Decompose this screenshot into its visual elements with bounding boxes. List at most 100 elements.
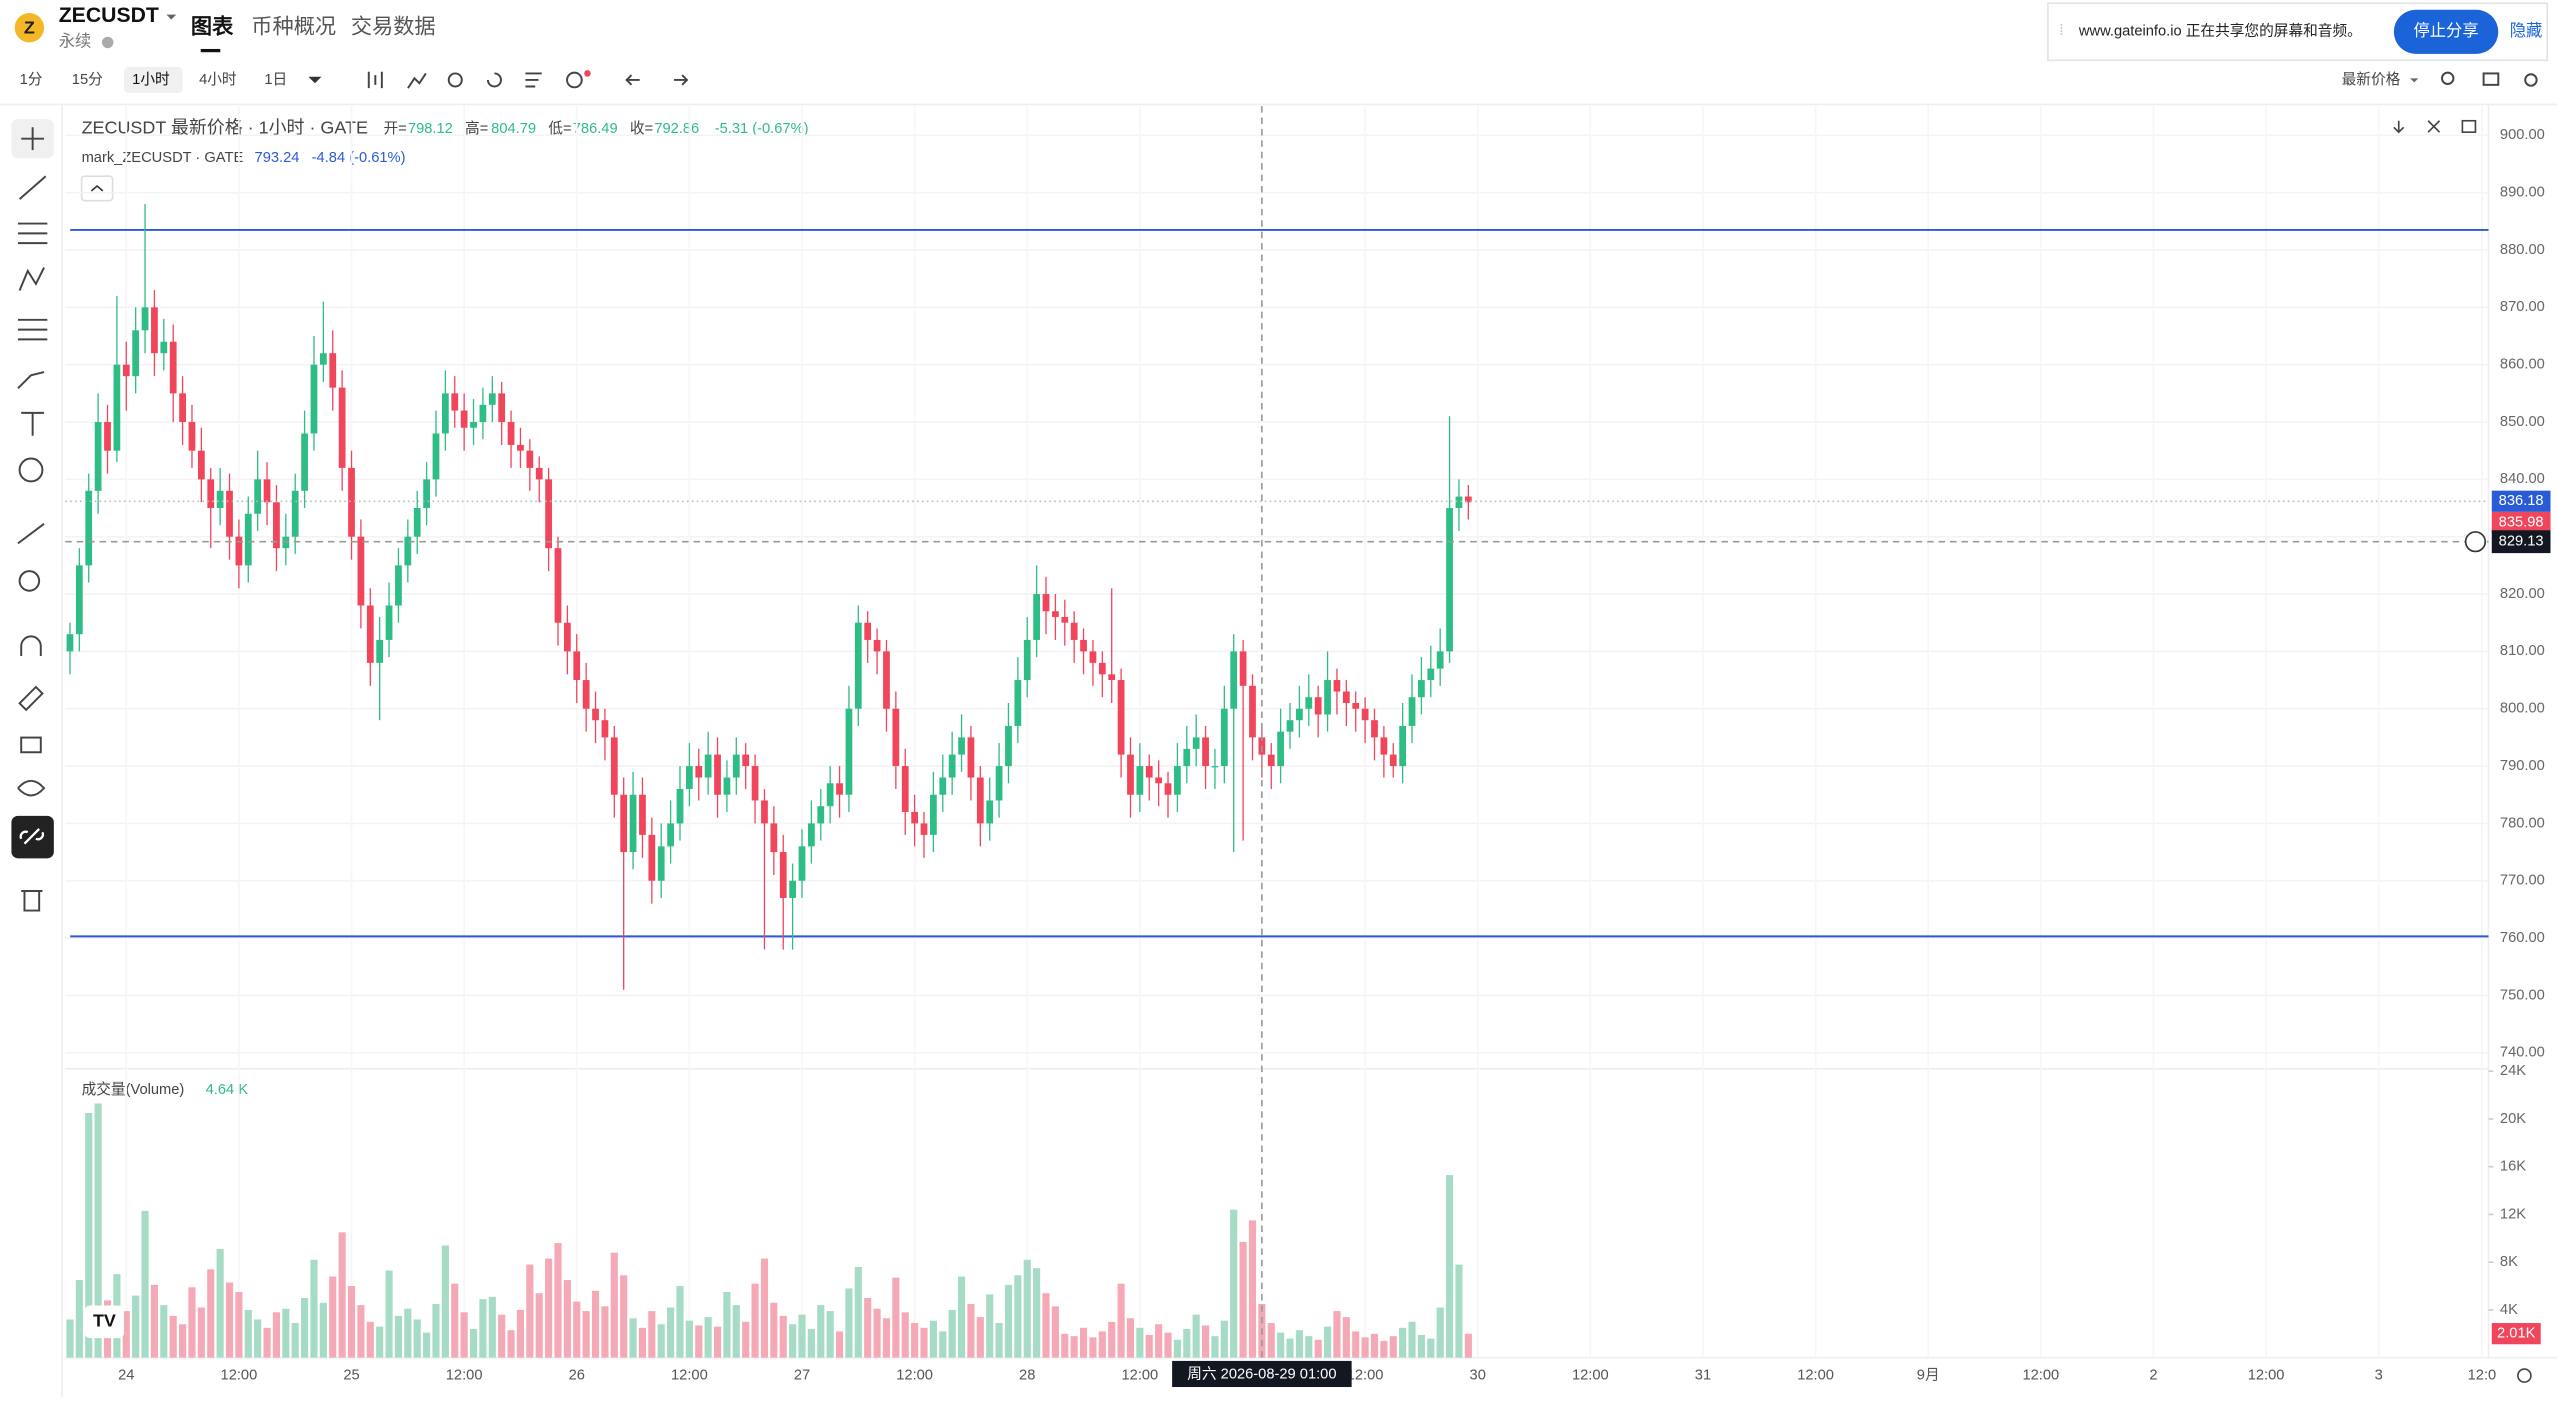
- interval-dropdown[interactable]: [308, 76, 322, 84]
- candle-body: [1342, 691, 1350, 703]
- volume-bar: [751, 1283, 759, 1358]
- volume-bar: [1051, 1306, 1059, 1358]
- drawing-tools[interactable]: [17, 127, 48, 912]
- candle-body: [939, 777, 947, 795]
- candle-body: [1464, 496, 1472, 503]
- legend-label: 低=: [548, 120, 571, 137]
- volume-bar: [225, 1282, 234, 1358]
- collapse-button[interactable]: [80, 175, 114, 202]
- volume-bar: [760, 1258, 769, 1358]
- volume-bar: [582, 1311, 590, 1358]
- candle-body: [742, 754, 750, 767]
- drag-handle[interactable]: ⁞: [2059, 23, 2063, 39]
- candle-body: [601, 720, 609, 738]
- candle-body: [873, 639, 881, 652]
- volume-bar: [620, 1275, 628, 1358]
- volume-bar: [1323, 1326, 1332, 1358]
- volume-bar: [1145, 1334, 1153, 1358]
- volume-tick-label: 8K: [2500, 1254, 2518, 1270]
- toolbar-icons[interactable]: [367, 71, 689, 89]
- contract-type: 永续: [59, 33, 92, 51]
- price-mode-dropdown[interactable]: [2410, 78, 2419, 83]
- interval[interactable]: 15分: [72, 71, 103, 88]
- candle-body: [695, 766, 703, 778]
- volume-bar: [1117, 1283, 1125, 1358]
- pane-controls[interactable]: [2393, 119, 2477, 134]
- tab[interactable]: 币种概况: [251, 14, 336, 38]
- volume-tick-label: 12K: [2500, 1206, 2526, 1222]
- hide-link[interactable]: 隐藏: [2510, 22, 2543, 40]
- symbol[interactable]: ZECUSDT: [59, 4, 159, 27]
- volume-bar: [779, 1315, 787, 1358]
- candle-body: [676, 789, 684, 824]
- candle-body: [273, 502, 280, 549]
- link-icon[interactable]: [19, 828, 45, 845]
- candle-body: [179, 393, 186, 423]
- candle-body: [310, 364, 318, 434]
- volume-bar: [901, 1312, 909, 1358]
- volume-bar: [591, 1290, 600, 1358]
- volume-bar: [179, 1324, 187, 1358]
- mark-change: -4.84 (-0.61%): [312, 150, 406, 166]
- stop-share-label[interactable]: 停止分享: [2413, 22, 2478, 40]
- volume-bar: [216, 1249, 224, 1358]
- price-mode[interactable]: 最新价格: [2342, 71, 2401, 88]
- volume-bar: [1183, 1329, 1191, 1358]
- stop-share-button[interactable]: [2393, 9, 2499, 54]
- interval[interactable]: 1日: [264, 72, 287, 88]
- x-tick-label: 12:00: [221, 1367, 258, 1383]
- volume-bar: [263, 1327, 271, 1358]
- tab-underline: [200, 48, 221, 53]
- candle-body: [498, 393, 506, 423]
- tab[interactable]: 交易数据: [351, 14, 436, 38]
- candle-body: [1108, 674, 1116, 681]
- volume-bar: [545, 1258, 553, 1358]
- candle-body: [920, 823, 928, 835]
- volume-bar: [498, 1314, 506, 1358]
- add-alert-button[interactable]: [2464, 531, 2487, 553]
- candle-body: [901, 766, 909, 812]
- x-tick-label: 2: [2149, 1367, 2157, 1383]
- volume-bar: [1380, 1340, 1388, 1358]
- volume-bar: [1370, 1333, 1379, 1358]
- interval[interactable]: 4小时: [199, 71, 237, 88]
- volume-bar: [920, 1327, 928, 1358]
- candle-body: [432, 433, 440, 480]
- volume-bar: [770, 1302, 778, 1358]
- interval[interactable]: 1分: [20, 71, 43, 88]
- candle-body: [423, 479, 430, 509]
- x-tick-label: 24: [118, 1367, 134, 1383]
- volume-bar: [1070, 1336, 1078, 1358]
- candle-body: [207, 479, 215, 509]
- tab[interactable]: 图表: [191, 14, 234, 38]
- volume-bar: [526, 1264, 534, 1358]
- candle-body: [1305, 697, 1313, 709]
- legend-value: 798.12: [408, 121, 453, 137]
- alert-dot: [584, 70, 591, 77]
- volume-bar: [1164, 1332, 1172, 1358]
- candle-body: [573, 651, 581, 681]
- info-icon[interactable]: [101, 36, 114, 49]
- volume-bar: [1211, 1336, 1219, 1358]
- volume-bar: [1079, 1327, 1088, 1358]
- toolbar-right-icons[interactable]: [2441, 71, 2538, 87]
- volume-bar: [835, 1331, 844, 1358]
- candle-body: [1296, 708, 1303, 721]
- x-tick-label: 26: [569, 1367, 585, 1383]
- volume-bar: [1295, 1330, 1303, 1358]
- axis-settings[interactable]: [2517, 1368, 2532, 1383]
- symbol-dropdown[interactable]: [166, 14, 177, 20]
- volume-bar: [272, 1312, 281, 1358]
- volume-bar: [1061, 1333, 1069, 1358]
- candle-body: [563, 622, 571, 652]
- volume-bar: [404, 1308, 412, 1358]
- x-tick-label: 12:00: [671, 1367, 708, 1383]
- volume-bar: [1248, 1220, 1257, 1358]
- volume-bar: [1464, 1333, 1472, 1358]
- interval[interactable]: 1小时: [132, 71, 170, 88]
- candle-body: [1333, 680, 1341, 692]
- volume-bar: [1220, 1320, 1228, 1358]
- candle-body: [451, 393, 459, 411]
- candle-body: [1061, 616, 1069, 623]
- volume-bar: [864, 1297, 872, 1358]
